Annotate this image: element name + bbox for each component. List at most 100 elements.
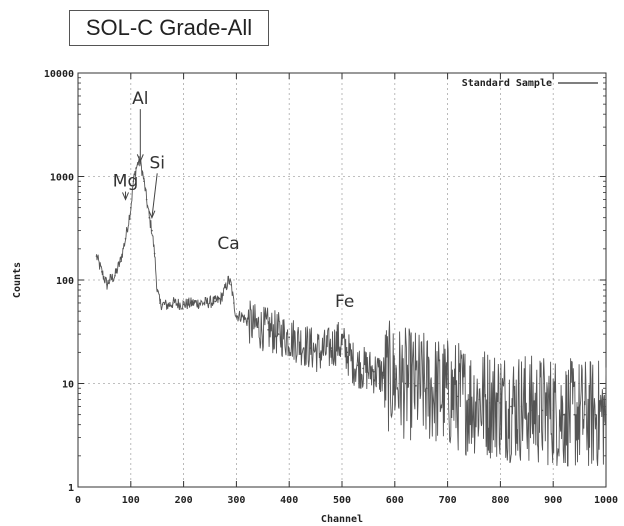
- y-tick-label: 10: [62, 380, 74, 391]
- data-point: [510, 405, 512, 408]
- data-point: [143, 180, 145, 182]
- data-point: [372, 370, 375, 373]
- x-tick-label: 900: [544, 495, 562, 506]
- series-group: [95, 156, 607, 467]
- data-point: [299, 341, 301, 344]
- data-point: [383, 374, 386, 377]
- data-point: [335, 341, 338, 344]
- data-point: [415, 385, 417, 387]
- annotation-arrow: [151, 173, 158, 218]
- data-point: [520, 405, 523, 408]
- data-point: [130, 206, 132, 209]
- data-point: [320, 351, 322, 354]
- data-point: [489, 402, 491, 404]
- axis-ticks: 0 100 200 300 400 500 600 700 800 900 1000 1 10 100 10…: [44, 69, 618, 506]
- data-point: [552, 409, 554, 412]
- data-point: [137, 160, 140, 163]
- data-point: [132, 180, 135, 182]
- data-point: [108, 279, 111, 281]
- data-point: [106, 283, 108, 286]
- data-point: [531, 409, 533, 412]
- data-point: [467, 398, 470, 401]
- data-point: [145, 198, 148, 201]
- data-point: [148, 216, 151, 219]
- annotation-si: Si: [149, 153, 165, 173]
- chart-title: SOL-C Grade-All: [69, 10, 269, 46]
- x-tick-label: 300: [227, 495, 245, 506]
- data-point: [425, 387, 428, 390]
- data-point: [159, 302, 161, 304]
- arrow-head: [122, 192, 129, 201]
- data-point: [404, 382, 407, 385]
- x-tick-label: 500: [333, 495, 351, 506]
- data-point: [156, 289, 158, 291]
- data-point: [446, 392, 449, 395]
- data-point: [214, 300, 217, 303]
- data-point: [225, 286, 227, 289]
- data-point: [101, 271, 103, 273]
- data-point: [95, 255, 98, 257]
- data-point: [114, 274, 116, 277]
- data-point: [235, 315, 238, 317]
- series-line: [96, 156, 607, 467]
- data-point: [573, 413, 576, 416]
- annotations: Mg Al Si Ca Fe: [113, 89, 355, 312]
- y-tick-label: 10000: [44, 69, 74, 80]
- data-point: [563, 413, 565, 416]
- data-point: [246, 320, 248, 323]
- y-tick-label: 100: [56, 276, 74, 287]
- data-point: [141, 171, 144, 173]
- x-tick-label: 100: [122, 495, 140, 506]
- data-point: [233, 302, 235, 304]
- x-axis-label: Channel: [321, 514, 363, 525]
- data-point: [139, 162, 142, 164]
- data-point: [267, 329, 269, 331]
- data-point: [124, 238, 127, 240]
- data-point: [357, 364, 359, 367]
- x-tick-label: 200: [175, 495, 193, 506]
- data-point: [277, 333, 280, 335]
- legend-label: Standard Sample: [462, 78, 552, 89]
- x-tick-label: 400: [280, 495, 298, 506]
- data-point: [605, 413, 607, 416]
- data-point: [256, 326, 259, 329]
- data-point: [594, 413, 597, 416]
- data-point: [172, 302, 174, 304]
- x-tick-label: 0: [75, 495, 81, 506]
- data-point: [182, 303, 185, 306]
- data-point: [457, 395, 460, 398]
- data-point: [309, 347, 312, 349]
- data-point: [230, 283, 232, 286]
- data-point: [346, 351, 349, 354]
- data-point: [584, 413, 586, 416]
- data-point: [227, 279, 230, 281]
- data-point: [203, 302, 206, 304]
- arrow-head: [136, 154, 144, 163]
- data-point: [436, 390, 438, 392]
- data-point: [240, 315, 243, 317]
- annotation-fe: Fe: [335, 292, 354, 312]
- legend: Standard Sample: [462, 78, 598, 89]
- data-point: [351, 361, 354, 364]
- x-tick-label: 800: [491, 495, 509, 506]
- y-tick-label: 1000: [50, 173, 74, 184]
- data-point: [135, 167, 137, 170]
- data-point: [541, 409, 544, 412]
- data-point: [499, 402, 502, 404]
- data-point: [478, 398, 481, 401]
- x-tick-label: 700: [439, 495, 457, 506]
- data-point: [119, 261, 121, 263]
- data-point: [167, 304, 169, 307]
- data-point: [394, 378, 396, 381]
- annotation-al: Al: [132, 89, 148, 109]
- data-point: [161, 303, 164, 306]
- data-point: [153, 252, 156, 255]
- data-point: [288, 336, 291, 339]
- arrow-head: [148, 210, 156, 219]
- x-tick-label: 1000: [594, 495, 618, 506]
- data-point: [151, 229, 153, 232]
- x-tick-label: 600: [386, 495, 404, 506]
- data-point: [362, 367, 364, 370]
- y-axis-label: Counts: [12, 262, 23, 298]
